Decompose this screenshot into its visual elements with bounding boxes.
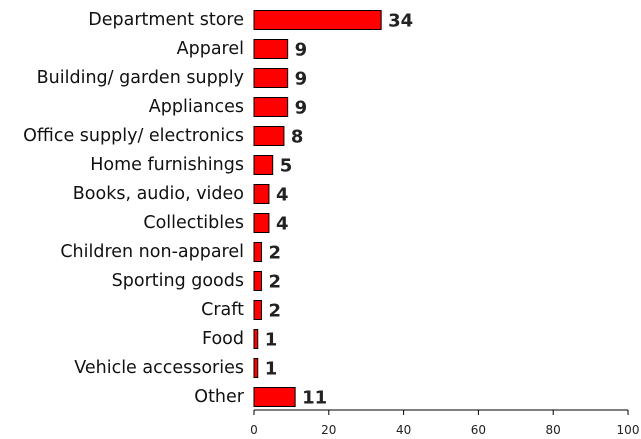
value-label-office-supply-electronics: 8 — [291, 127, 304, 148]
category-label-other: Other — [194, 387, 244, 407]
category-label-appliances: Appliances — [149, 97, 244, 117]
value-label-building-garden-supply: 9 — [295, 69, 308, 90]
category-label-office-supply-electronics: Office supply/ electronics — [23, 126, 244, 146]
value-label-collectibles: 4 — [276, 214, 289, 235]
value-label-craft: 2 — [268, 301, 281, 322]
category-label-home-furnishings: Home furnishings — [90, 155, 244, 175]
bar-vehicle-accessories — [253, 358, 259, 378]
category-label-books-audio-video: Books, audio, video — [73, 184, 244, 204]
bar-apparel — [253, 39, 289, 59]
bar-appliances — [253, 97, 289, 117]
bar-sporting-goods — [253, 271, 262, 291]
x-tick-label: 40 — [396, 423, 411, 437]
value-label-department-store: 34 — [388, 11, 413, 32]
bar-children-non-apparel — [253, 242, 262, 262]
bar-home-furnishings — [253, 155, 274, 175]
category-label-apparel: Apparel — [177, 39, 244, 59]
category-label-department-store: Department store — [88, 10, 244, 30]
x-tick-label: 60 — [471, 423, 486, 437]
x-tick-label: 20 — [321, 423, 336, 437]
category-label-children-non-apparel: Children non-apparel — [60, 242, 244, 262]
bar-food — [253, 329, 259, 349]
bar-office-supply-electronics — [253, 126, 285, 146]
value-label-home-furnishings: 5 — [280, 156, 293, 177]
bar-collectibles — [253, 213, 270, 233]
x-tick-label: 80 — [546, 423, 561, 437]
bar-building-garden-supply — [253, 68, 289, 88]
bar-other — [253, 387, 296, 407]
value-label-children-non-apparel: 2 — [268, 243, 281, 264]
value-label-sporting-goods: 2 — [268, 272, 281, 293]
bar-department-store — [253, 10, 382, 30]
x-ticks-group: 0 20 40 60 80 100 — [250, 410, 639, 437]
category-label-collectibles: Collectibles — [143, 213, 244, 233]
category-label-vehicle-accessories: Vehicle accessories — [74, 358, 244, 378]
x-tick-label: 100 — [617, 423, 640, 437]
category-label-building-garden-supply: Building/ garden supply — [37, 68, 244, 88]
bar-books-audio-video — [253, 184, 270, 204]
bar-craft — [253, 300, 262, 320]
category-label-sporting-goods: Sporting goods — [112, 271, 244, 291]
category-label-craft: Craft — [201, 300, 244, 320]
category-label-food: Food — [202, 329, 244, 349]
value-label-apparel: 9 — [295, 40, 308, 61]
category-labels-group: Department store Apparel Building/ garden … — [23, 10, 245, 407]
value-label-appliances: 9 — [295, 98, 308, 119]
x-tick-label: 0 — [250, 423, 258, 437]
value-label-vehicle-accessories: 1 — [265, 359, 278, 380]
value-label-books-audio-video: 4 — [276, 185, 289, 206]
value-label-food: 1 — [265, 330, 278, 351]
bars-group — [253, 10, 382, 407]
value-label-other: 11 — [302, 388, 327, 409]
